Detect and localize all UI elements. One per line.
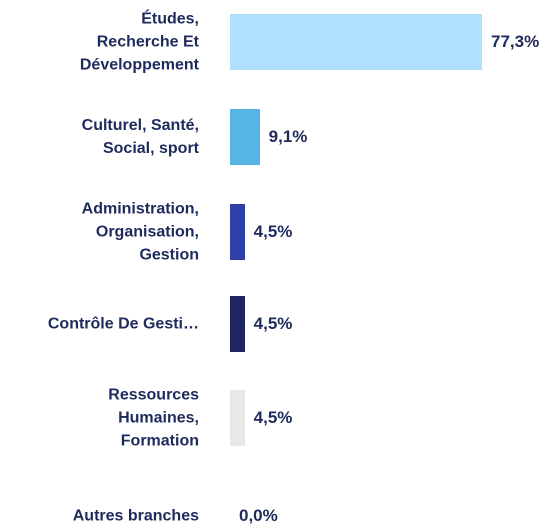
category-label: Ressources Humaines, Formation [108, 386, 199, 450]
category-label: Autres branches [72, 507, 199, 525]
value-label: 77,3% [491, 32, 540, 51]
value-label: 4,5% [253, 222, 293, 241]
bar [230, 14, 482, 70]
category-label: Études, Recherche Et Développement [79, 10, 199, 74]
bar [230, 204, 245, 260]
category-label: Culturel, Santé, Social, sport [81, 117, 199, 157]
category-label: Contrôle De Gesti… [47, 315, 199, 333]
value-label: 9,1% [268, 127, 308, 146]
value-label: 4,5% [253, 408, 293, 427]
value-label: 0,0% [239, 506, 278, 525]
value-label: 4,5% [253, 314, 293, 333]
category-label: Administration, Organisation, Gestion [81, 200, 199, 264]
bar [230, 390, 245, 446]
bar [230, 296, 245, 352]
bar [230, 109, 260, 165]
